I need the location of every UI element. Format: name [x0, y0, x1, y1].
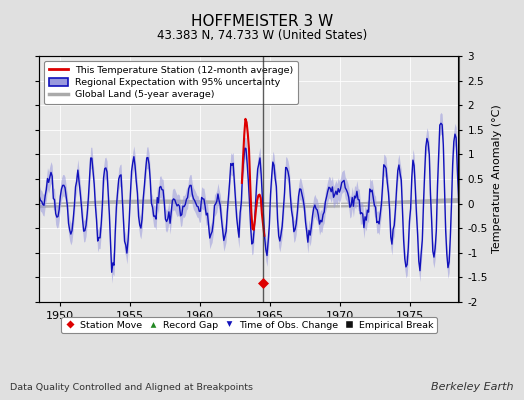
Legend: This Temperature Station (12-month average), Regional Expectation with 95% uncer: This Temperature Station (12-month avera… — [44, 61, 298, 104]
Text: HOFFMEISTER 3 W: HOFFMEISTER 3 W — [191, 14, 333, 29]
Text: Berkeley Earth: Berkeley Earth — [431, 382, 514, 392]
Text: Data Quality Controlled and Aligned at Breakpoints: Data Quality Controlled and Aligned at B… — [10, 383, 254, 392]
Legend: Station Move, Record Gap, Time of Obs. Change, Empirical Break: Station Move, Record Gap, Time of Obs. C… — [61, 317, 437, 333]
Text: 43.383 N, 74.733 W (United States): 43.383 N, 74.733 W (United States) — [157, 29, 367, 42]
Y-axis label: Temperature Anomaly (°C): Temperature Anomaly (°C) — [492, 105, 502, 253]
